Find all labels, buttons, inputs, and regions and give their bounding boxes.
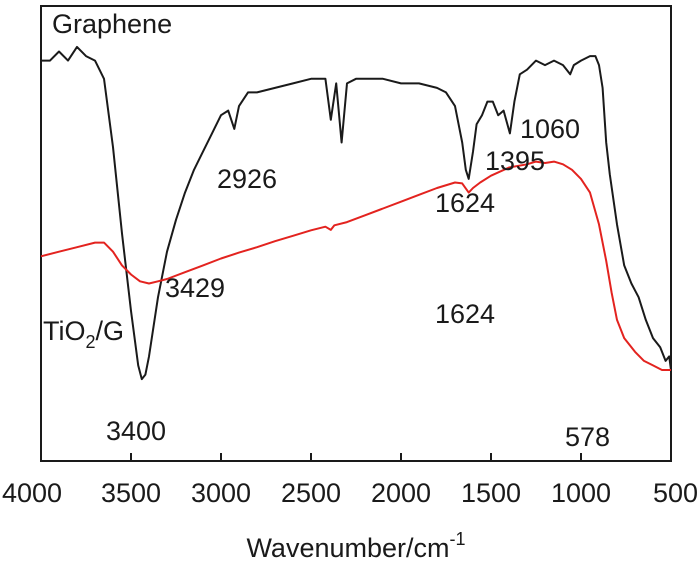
peak-label-1624-tio2g: 1624 bbox=[435, 299, 495, 329]
plot-frame bbox=[40, 5, 672, 462]
tio2g-label-prefix: TiO bbox=[43, 316, 86, 346]
series-line-graphene bbox=[41, 45, 672, 381]
peak-label-1395: 1395 bbox=[485, 146, 545, 176]
x-tick-label: 4000 bbox=[2, 478, 62, 508]
tio2g-series-label: TiO2/G bbox=[43, 316, 124, 352]
x-axis-title: Wavenumber/cm-1 bbox=[246, 529, 465, 563]
peak-label-1060: 1060 bbox=[520, 114, 580, 144]
peak-label-3429: 3429 bbox=[165, 273, 225, 303]
x-tick-label: 1500 bbox=[461, 478, 521, 508]
tio2g-label-subscript: 2 bbox=[86, 332, 96, 352]
x-tick-label: 500 bbox=[653, 478, 698, 508]
peak-label-2926: 2926 bbox=[217, 164, 277, 194]
peak-label-3400: 3400 bbox=[106, 416, 166, 446]
x-axis-title-superscript: -1 bbox=[450, 529, 466, 549]
x-tick-label: 1000 bbox=[551, 478, 611, 508]
x-tick-label: 2000 bbox=[371, 478, 431, 508]
x-tick-label: 3500 bbox=[101, 478, 161, 508]
peak-label-578: 578 bbox=[565, 422, 610, 452]
x-axis-title-text: Wavenumber/cm bbox=[246, 533, 449, 563]
tio2g-label-suffix: /G bbox=[96, 316, 125, 346]
x-axis-tick-labels: 4000 3500 3000 2500 2000 1500 1000 500 bbox=[2, 478, 698, 508]
x-axis-ticks bbox=[40, 453, 672, 461]
x-tick-label: 3000 bbox=[191, 478, 251, 508]
graphene-series-label: Graphene bbox=[52, 9, 172, 39]
x-tick-label: 2500 bbox=[281, 478, 341, 508]
peak-label-1624-graphene: 1624 bbox=[435, 188, 495, 218]
series-layer bbox=[40, 45, 672, 381]
series-line-tio2-g bbox=[40, 160, 671, 371]
